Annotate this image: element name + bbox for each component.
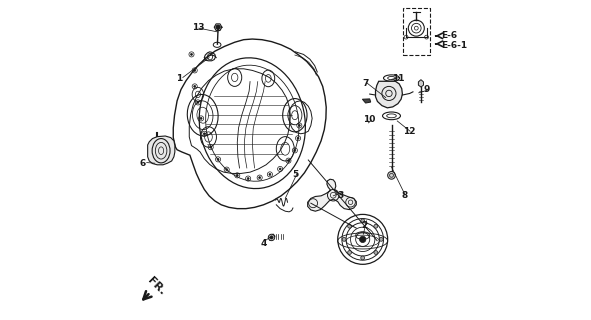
Text: 3: 3 bbox=[337, 191, 343, 200]
Circle shape bbox=[269, 173, 271, 175]
Circle shape bbox=[342, 237, 346, 241]
Text: E-6: E-6 bbox=[441, 31, 457, 40]
Circle shape bbox=[279, 168, 281, 170]
Circle shape bbox=[361, 219, 365, 223]
Polygon shape bbox=[308, 179, 356, 211]
Circle shape bbox=[374, 224, 378, 228]
Text: 8: 8 bbox=[401, 191, 407, 200]
Polygon shape bbox=[362, 99, 371, 103]
Circle shape bbox=[348, 251, 352, 254]
Circle shape bbox=[359, 236, 366, 243]
Circle shape bbox=[247, 178, 249, 180]
Circle shape bbox=[298, 124, 300, 126]
Circle shape bbox=[294, 149, 296, 151]
Circle shape bbox=[259, 177, 261, 179]
Polygon shape bbox=[148, 136, 175, 165]
Text: 12: 12 bbox=[403, 127, 415, 136]
Polygon shape bbox=[375, 81, 402, 108]
Circle shape bbox=[388, 172, 395, 179]
Text: 2: 2 bbox=[361, 221, 368, 230]
Circle shape bbox=[374, 251, 378, 254]
Circle shape bbox=[194, 69, 196, 71]
Circle shape bbox=[287, 160, 290, 162]
Circle shape bbox=[197, 101, 199, 103]
Circle shape bbox=[379, 237, 383, 241]
Text: 4: 4 bbox=[260, 239, 267, 248]
Circle shape bbox=[361, 256, 365, 260]
Circle shape bbox=[217, 158, 219, 160]
Circle shape bbox=[348, 224, 352, 228]
Circle shape bbox=[203, 133, 205, 135]
Text: 5: 5 bbox=[293, 170, 298, 179]
Circle shape bbox=[216, 25, 220, 29]
Text: 11: 11 bbox=[392, 74, 404, 83]
Text: FR.: FR. bbox=[145, 275, 167, 297]
Circle shape bbox=[236, 174, 238, 176]
Circle shape bbox=[194, 85, 196, 87]
Text: 6: 6 bbox=[139, 159, 146, 168]
Circle shape bbox=[190, 53, 193, 55]
Text: 13: 13 bbox=[191, 23, 204, 32]
Text: 7: 7 bbox=[363, 79, 369, 88]
Text: 9: 9 bbox=[424, 85, 430, 94]
Text: 10: 10 bbox=[363, 116, 375, 124]
Circle shape bbox=[226, 169, 228, 171]
Circle shape bbox=[270, 236, 273, 239]
Circle shape bbox=[297, 137, 299, 139]
Text: 1: 1 bbox=[176, 74, 182, 83]
Circle shape bbox=[210, 146, 212, 148]
Polygon shape bbox=[418, 80, 424, 87]
Text: E-6-1: E-6-1 bbox=[441, 41, 467, 50]
Circle shape bbox=[268, 234, 275, 241]
Circle shape bbox=[200, 117, 202, 119]
